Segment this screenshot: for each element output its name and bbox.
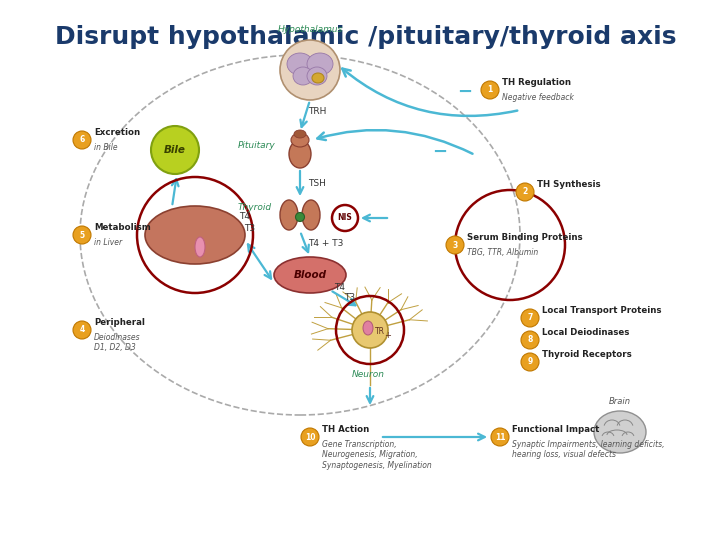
Text: 2: 2 — [523, 187, 528, 197]
FancyArrowPatch shape — [342, 69, 517, 116]
Text: 11: 11 — [495, 433, 505, 442]
Ellipse shape — [145, 206, 245, 264]
Text: T3: T3 — [344, 293, 356, 302]
Text: Neuron: Neuron — [351, 370, 384, 379]
Text: TRH: TRH — [308, 107, 326, 117]
Text: +: + — [384, 330, 391, 340]
Ellipse shape — [307, 67, 327, 85]
Ellipse shape — [289, 140, 311, 168]
Ellipse shape — [287, 53, 313, 75]
Circle shape — [352, 312, 388, 348]
Circle shape — [280, 40, 340, 100]
Text: TH Synthesis: TH Synthesis — [537, 180, 600, 189]
Text: TH Regulation: TH Regulation — [502, 78, 571, 87]
Text: 10: 10 — [305, 433, 315, 442]
Text: TSH: TSH — [308, 179, 326, 188]
Text: Synaptic Impairments, learning deficits,
hearing loss, visual defects: Synaptic Impairments, learning deficits,… — [512, 440, 665, 460]
Text: 6: 6 — [79, 136, 85, 145]
Text: Hypothalamus: Hypothalamus — [277, 25, 343, 34]
Text: in Liver: in Liver — [94, 238, 122, 247]
Text: T3: T3 — [244, 224, 256, 233]
Text: Blood: Blood — [294, 270, 326, 280]
Text: Deiodinases
D1, D2, D3: Deiodinases D1, D2, D3 — [94, 333, 140, 353]
Ellipse shape — [302, 200, 320, 230]
Text: Negative feedback: Negative feedback — [502, 93, 574, 102]
Text: TBG, TTR, Albumin: TBG, TTR, Albumin — [467, 248, 539, 257]
Circle shape — [73, 321, 91, 339]
Text: Thyroid: Thyroid — [238, 202, 272, 212]
Text: Disrupt hypothalamic /pituitary/thyroid axis: Disrupt hypothalamic /pituitary/thyroid … — [55, 25, 677, 49]
Ellipse shape — [594, 411, 646, 453]
Text: Metabolism: Metabolism — [94, 223, 150, 232]
Text: Local Deiodinases: Local Deiodinases — [542, 328, 629, 337]
Text: 7: 7 — [527, 314, 533, 322]
Text: T4 + T3: T4 + T3 — [308, 240, 343, 248]
Text: T4: T4 — [240, 212, 251, 221]
Text: Bile: Bile — [164, 145, 186, 155]
Circle shape — [521, 309, 539, 327]
Text: Brain: Brain — [609, 397, 631, 406]
Circle shape — [521, 331, 539, 349]
Circle shape — [516, 183, 534, 201]
Ellipse shape — [195, 237, 205, 257]
Text: 4: 4 — [79, 326, 85, 334]
Text: −: − — [433, 143, 448, 161]
Circle shape — [73, 131, 91, 149]
Ellipse shape — [293, 67, 313, 85]
Circle shape — [491, 428, 509, 446]
Text: Functional Impact: Functional Impact — [512, 425, 599, 434]
Text: Serum Binding Proteins: Serum Binding Proteins — [467, 233, 582, 242]
Ellipse shape — [363, 321, 373, 335]
Ellipse shape — [274, 257, 346, 293]
Text: 1: 1 — [487, 85, 492, 94]
Text: −: − — [457, 83, 472, 101]
Text: Gene Transcription,
Neurogenesis, Migration,
Synaptogenesis, Myelination: Gene Transcription, Neurogenesis, Migrat… — [322, 440, 432, 470]
Text: NIS: NIS — [338, 213, 352, 222]
Text: in Bile: in Bile — [94, 143, 117, 152]
Text: 5: 5 — [79, 231, 84, 240]
Circle shape — [481, 81, 499, 99]
Text: TR: TR — [375, 327, 385, 335]
Text: Thyroid Receptors: Thyroid Receptors — [542, 350, 631, 359]
FancyArrowPatch shape — [318, 130, 472, 154]
Text: 8: 8 — [527, 335, 533, 345]
Text: TH Action: TH Action — [322, 425, 369, 434]
Circle shape — [521, 353, 539, 371]
Circle shape — [151, 126, 199, 174]
Text: 3: 3 — [452, 240, 458, 249]
Ellipse shape — [280, 200, 298, 230]
Text: T4: T4 — [335, 283, 346, 292]
Ellipse shape — [307, 53, 333, 75]
Ellipse shape — [291, 133, 309, 147]
Circle shape — [446, 236, 464, 254]
Ellipse shape — [312, 73, 324, 83]
Text: 9: 9 — [527, 357, 533, 367]
Circle shape — [301, 428, 319, 446]
Circle shape — [73, 226, 91, 244]
Text: Peripheral: Peripheral — [94, 318, 145, 327]
Ellipse shape — [295, 213, 305, 221]
Text: Excretion: Excretion — [94, 128, 140, 137]
Text: Pituitary: Pituitary — [238, 140, 276, 150]
Text: Local Transport Proteins: Local Transport Proteins — [542, 306, 662, 315]
Ellipse shape — [294, 130, 306, 138]
